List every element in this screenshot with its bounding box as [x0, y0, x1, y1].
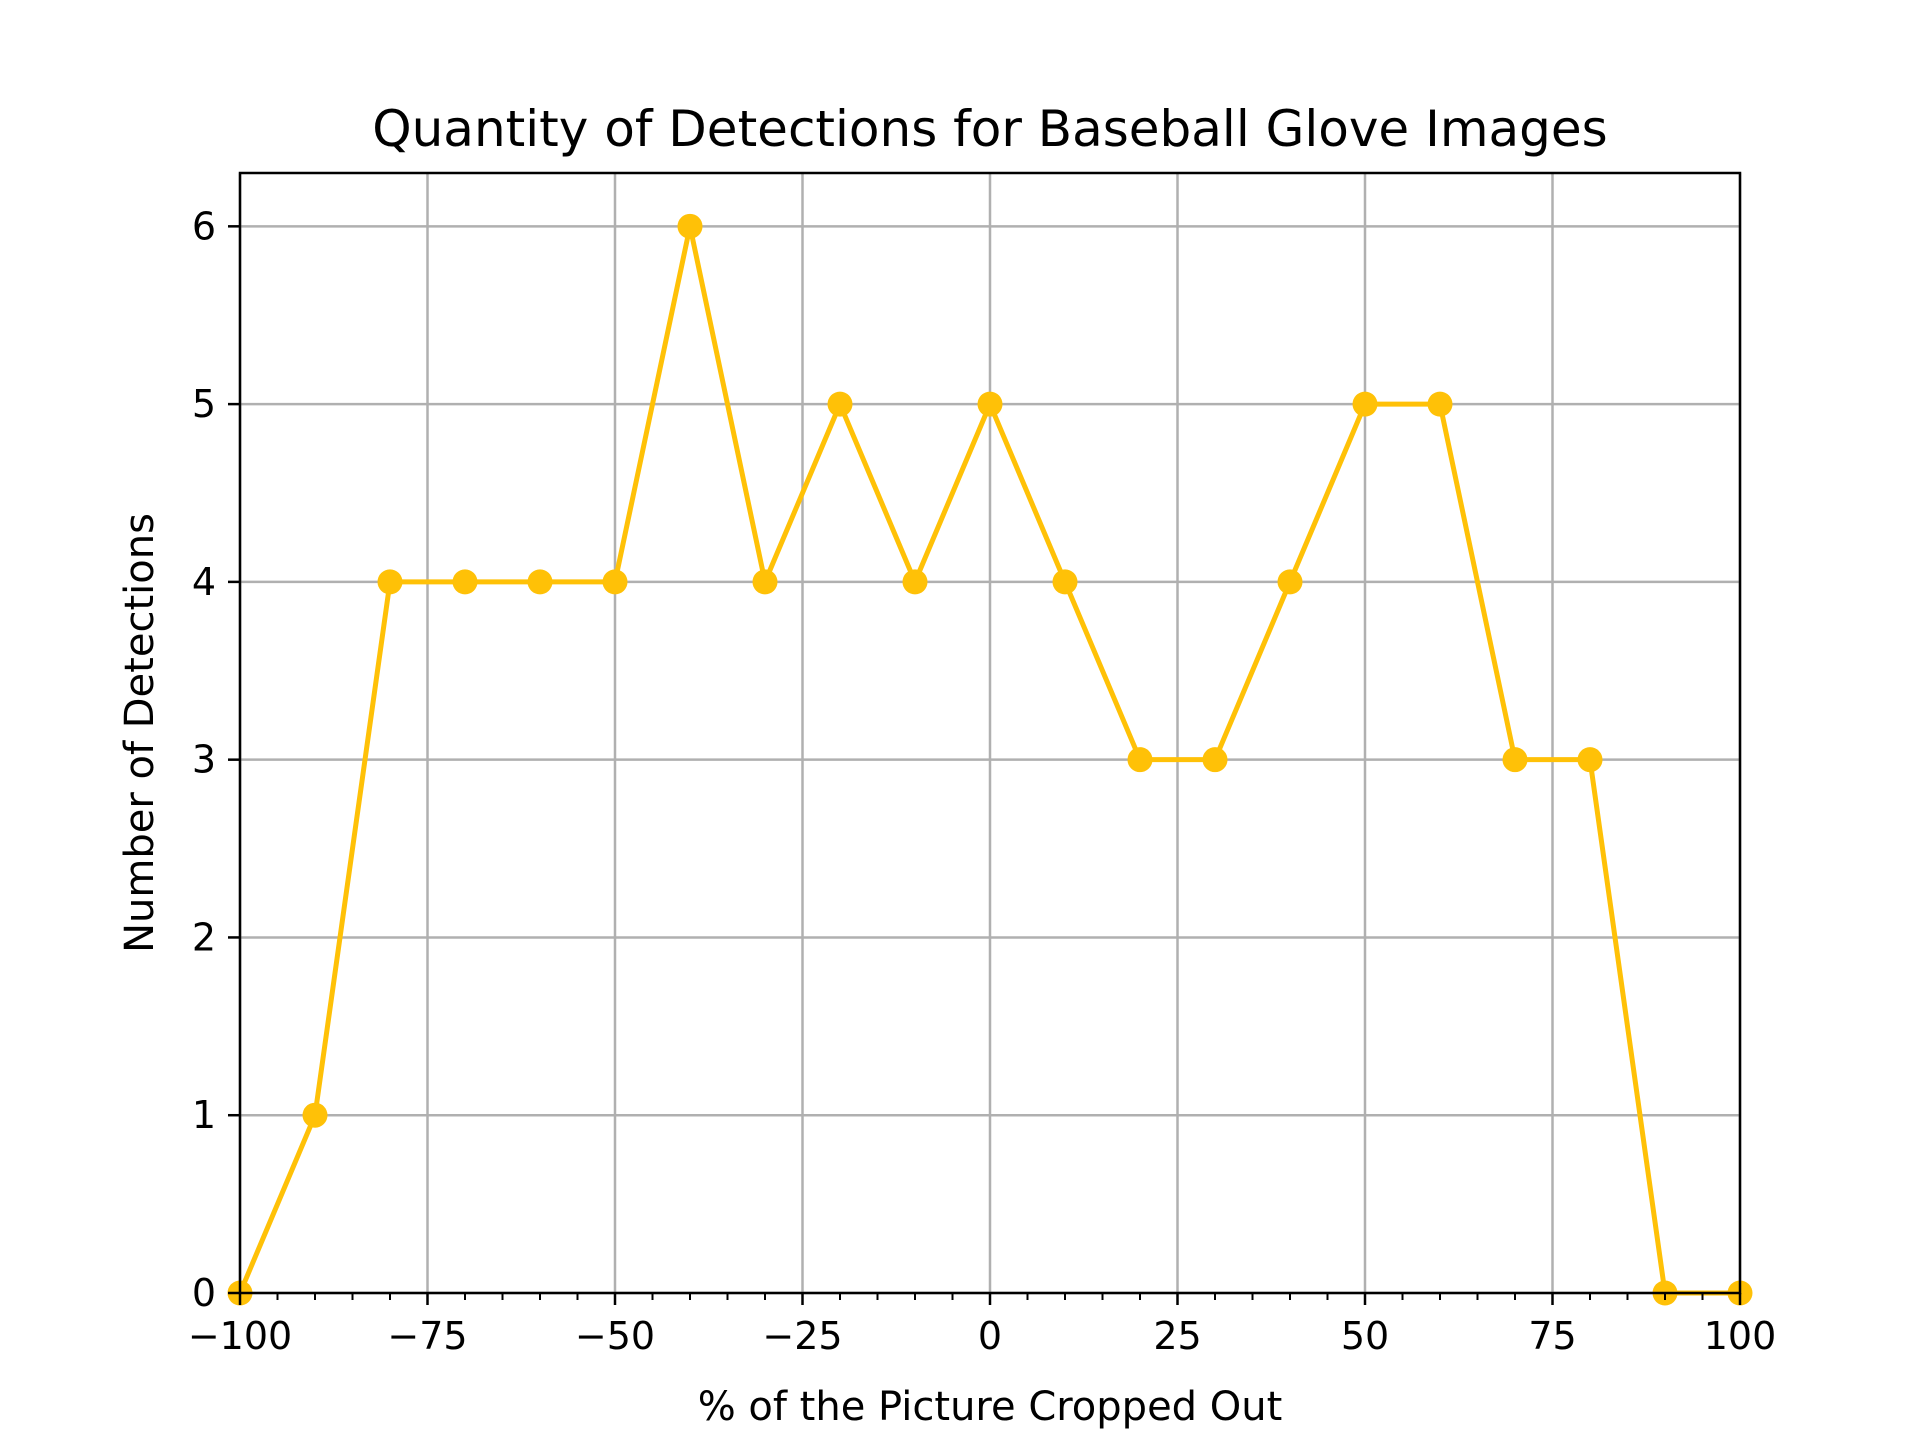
data-point: [1277, 569, 1303, 595]
y-tick-label: 4: [192, 560, 216, 604]
data-point: [1427, 391, 1453, 417]
x-tick-label: 50: [1341, 1314, 1389, 1358]
y-tick-label: 6: [192, 204, 216, 248]
y-tick-label: 5: [192, 382, 216, 426]
y-axis-label: Number of Detections: [117, 513, 163, 953]
x-tick-label: 100: [1704, 1314, 1777, 1358]
data-point: [752, 569, 778, 595]
data-point: [1352, 391, 1378, 417]
data-point: [677, 213, 703, 239]
grid-lines: [238, 173, 1742, 1295]
y-tick-label: 3: [192, 738, 216, 782]
y-tick-label: 0: [192, 1271, 216, 1315]
x-tick-label: −25: [762, 1314, 842, 1358]
x-tick-label: 0: [978, 1314, 1002, 1358]
data-point: [1052, 569, 1078, 595]
x-tick-label: −100: [188, 1314, 292, 1358]
x-tick-label: −75: [387, 1314, 467, 1358]
data-point: [827, 391, 853, 417]
x-tick-label: 25: [1153, 1314, 1201, 1358]
data-point: [977, 391, 1003, 417]
x-tick-label: −50: [575, 1314, 655, 1358]
chart-title: Quantity of Detections for Baseball Glov…: [372, 100, 1607, 158]
data-point: [1127, 747, 1153, 773]
y-tick-label: 1: [192, 1093, 216, 1137]
y-tick-label: 2: [192, 915, 216, 959]
data-point: [902, 569, 928, 595]
data-point: [527, 569, 553, 595]
x-tick-label: 75: [1528, 1314, 1576, 1358]
axis-ticks: −100 −75 −50 −25 0 25 50 75 100 0 1 2 3 4 5 6: [188, 204, 1776, 1358]
data-point: [602, 569, 628, 595]
data-point: [302, 1102, 328, 1128]
data-point: [1577, 747, 1603, 773]
data-point: [452, 569, 478, 595]
data-point: [1502, 747, 1528, 773]
data-point: [377, 569, 403, 595]
data-point: [1202, 747, 1228, 773]
x-axis-label: % of the Picture Cropped Out: [698, 1384, 1283, 1430]
